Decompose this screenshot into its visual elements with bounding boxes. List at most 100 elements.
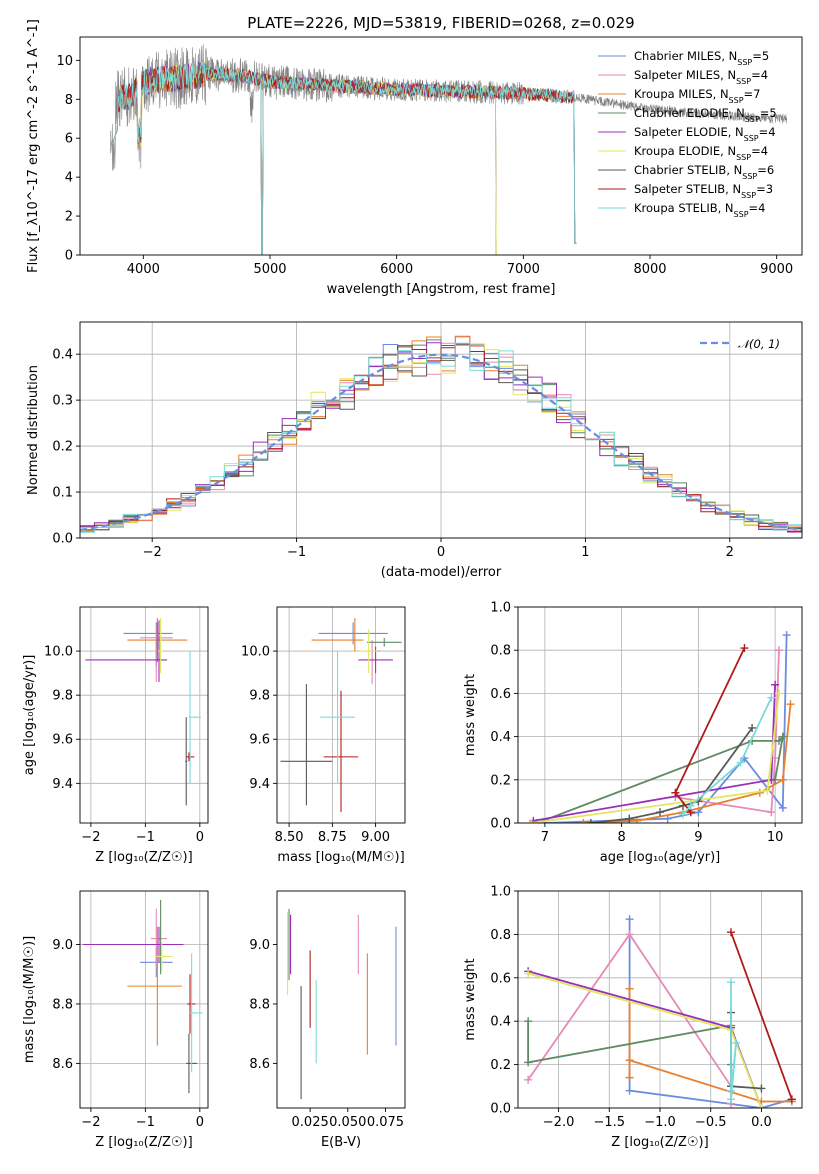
legend-label: Salpeter MILES, NSSP=4 [634,68,768,86]
panel-mass_vs_Z: −2 −1 0 8.6 8.8 9.0 Z [log₁₀(Z/Z☉)] mass [log₁₀… [22,890,209,1150]
panel-spectrum: 4000 5000 6000 7000 8000 9000 0 2 4 6 8 10 wavelengt… [26,14,803,297]
weight-marker [786,700,795,709]
x-tick-label: 0.0 [751,1115,772,1130]
x-tick-label: −1 [136,830,155,845]
legend-label: Chabrier STELIB, NSSP=6 [634,163,774,181]
weight-marker [524,1058,533,1067]
weight-marker [671,788,680,797]
axes-frame [517,606,803,824]
weight-marker [663,814,672,823]
panel-age_vs_mass: 8.50 8.75 9.00 9.4 9.6 9.8 10.0 mass [log₁₀(M/M… [241,606,406,865]
plot-area-weight_vs_age [527,631,795,823]
panel-residuals: −2 −1 0 1 2 0.0 0.1 0.2 0.3 0.4 (data-model)/error… [26,321,803,580]
y-tick-label: 9.8 [249,689,270,704]
weight-marker [732,1038,741,1047]
plot-area-mass_vs_Z [82,899,203,1094]
legend-label: Chabrier MILES, NSSP=5 [634,49,769,67]
y-axis-label: age [log₁₀(age/yr)] [22,655,37,776]
x-axis-label: Z [log₁₀(Z/Z☉)] [95,850,192,865]
weight-marker [686,801,695,810]
x-tick-label: 8.50 [275,830,304,845]
legend-label: Salpeter STELIB, NSSP=3 [634,182,773,200]
y-tick-label: 10 [56,54,73,69]
x-tick-label: 0 [196,830,204,845]
weight-marker [767,808,776,817]
weight-marker [625,984,634,993]
y-tick-label: 0.4 [490,1015,511,1030]
y-axis-label: mass weight [463,674,478,756]
legend-label: Kroupa MILES, NSSP=7 [634,87,760,105]
y-axis-label: mass [log₁₀(M/M☉)] [22,936,37,1063]
weight-marker [757,1104,766,1108]
x-tick-label: −1 [136,1115,155,1130]
plot-area-residuals [80,335,802,533]
x-tick-label: 4000 [127,262,160,277]
y-tick-label: 0.4 [490,730,511,745]
y-tick-label: 6 [65,132,73,147]
model-spectrum-line [110,61,577,255]
weight-marker [694,808,703,817]
weight-marker [579,819,588,823]
histogram-kroupa-stelib [80,342,802,533]
weight-marker [782,631,791,640]
legend-label: Salpeter ELODIE, NSSP=4 [634,125,776,143]
weight-marker [774,689,783,698]
panel-weight_vs_Z: −2.0 −1.5 −1.0 −0.5 0.0 0.0 0.2 0.4 0.6 0.8 1.0 Z [… [463,885,803,1150]
y-tick-label: 0.2 [490,1058,511,1073]
x-tick-label: 0.050 [329,1115,366,1130]
x-tick-label: −1.5 [593,1115,625,1130]
x-tick-label: 8 [617,830,625,845]
weight-marker [625,915,634,924]
y-tick-label: 10.0 [44,645,73,660]
plot-area-mass_vs_ebv [286,908,397,1100]
axes-frame [79,36,803,256]
weight-marker [767,693,776,702]
weight-marker [586,819,595,823]
weight-marker [757,1084,766,1093]
weight-line [682,697,773,815]
weight-marker [625,1056,634,1065]
weight-marker [625,814,634,823]
weight-marker [625,1086,634,1095]
x-axis-label: wavelength [Angstrom, rest frame] [327,282,556,297]
weight-marker [656,808,664,817]
plot-area-age_vs_mass [280,618,402,812]
x-axis-label: mass [log₁₀(M/M☉)] [277,850,404,865]
chart-title: PLATE=2226, MJD=53819, FIBERID=0268, z=0… [247,14,634,32]
y-tick-label: 2 [65,210,73,225]
x-tick-label: 8000 [633,262,666,277]
legend-label: 𝒩(0, 1) [738,337,780,351]
y-axis-label: mass weight [463,958,478,1040]
y-tick-label: 9.8 [52,689,73,704]
weight-marker [727,978,735,987]
axes-frame [276,606,406,824]
y-tick-label: 0.8 [490,928,511,943]
weight-marker [774,646,783,655]
y-tick-label: 0.0 [490,817,511,832]
weight-marker [763,786,772,795]
weight-marker [787,1095,796,1104]
normal-curve [80,353,802,531]
x-tick-label: 0.025 [292,1115,329,1130]
weight-marker [524,1017,533,1026]
x-tick-label: 0.075 [367,1115,404,1130]
x-tick-label: −1 [287,545,306,560]
plot-area-spectrum [110,44,788,255]
y-tick-label: 9.0 [52,938,73,953]
y-tick-label: 8.8 [52,997,73,1012]
panel-weight_vs_age: 7 8 9 10 0.0 0.2 0.4 0.6 0.8 1.0 age [log₁₀(age/yr… [463,601,803,865]
weight-marker [625,1073,634,1082]
weight-line [590,727,753,823]
y-tick-label: 4 [65,171,73,186]
legend-label: Chabrier ELODIE, NSSP=5 [634,106,777,124]
x-tick-label: 0 [437,545,445,560]
y-tick-label: 9.6 [52,733,73,748]
y-axis-label: Normed distribution [26,365,41,495]
x-tick-label: 2 [726,545,734,560]
plot-area-weight_vs_Z [524,915,796,1108]
x-axis-label: (data-model)/error [381,565,502,580]
y-tick-label: 0.1 [52,486,73,501]
weight-marker [524,1075,533,1084]
